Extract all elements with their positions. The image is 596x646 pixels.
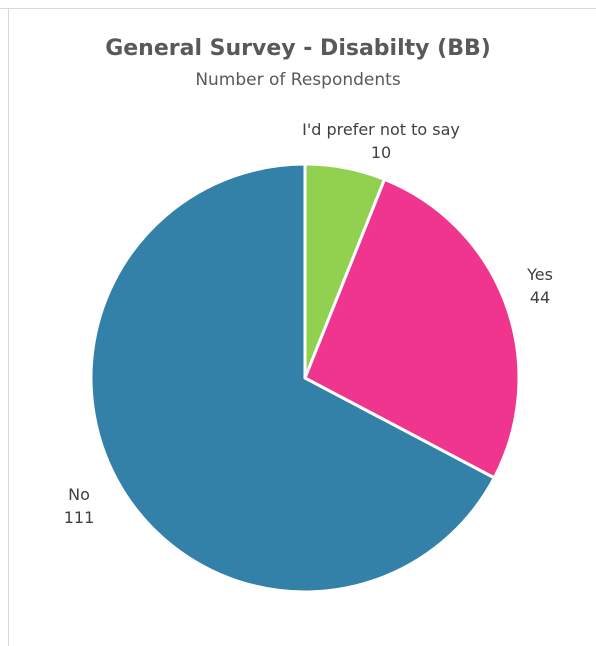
pie-slice-yes	[303, 177, 521, 480]
data-label-yes: Yes	[526, 265, 553, 284]
pie-slices	[89, 162, 521, 594]
left-border	[8, 8, 9, 646]
data-label-i-d-prefer-not-to-say: I'd prefer not to say	[302, 120, 460, 139]
data-value-i-d-prefer-not-to-say: 10	[371, 143, 391, 162]
chart-subtitle: Number of Respondents	[195, 70, 401, 90]
chart-title: General Survey - Disabilty (BB)	[105, 36, 491, 61]
data-value-yes: 44	[530, 288, 550, 307]
top-border	[0, 8, 596, 9]
data-value-no: 111	[64, 508, 95, 527]
pie-slice-no	[89, 162, 496, 594]
pie-labels: I'd prefer not to say 10 Yes 44 No 111	[64, 120, 553, 527]
data-label-no: No	[68, 485, 90, 504]
